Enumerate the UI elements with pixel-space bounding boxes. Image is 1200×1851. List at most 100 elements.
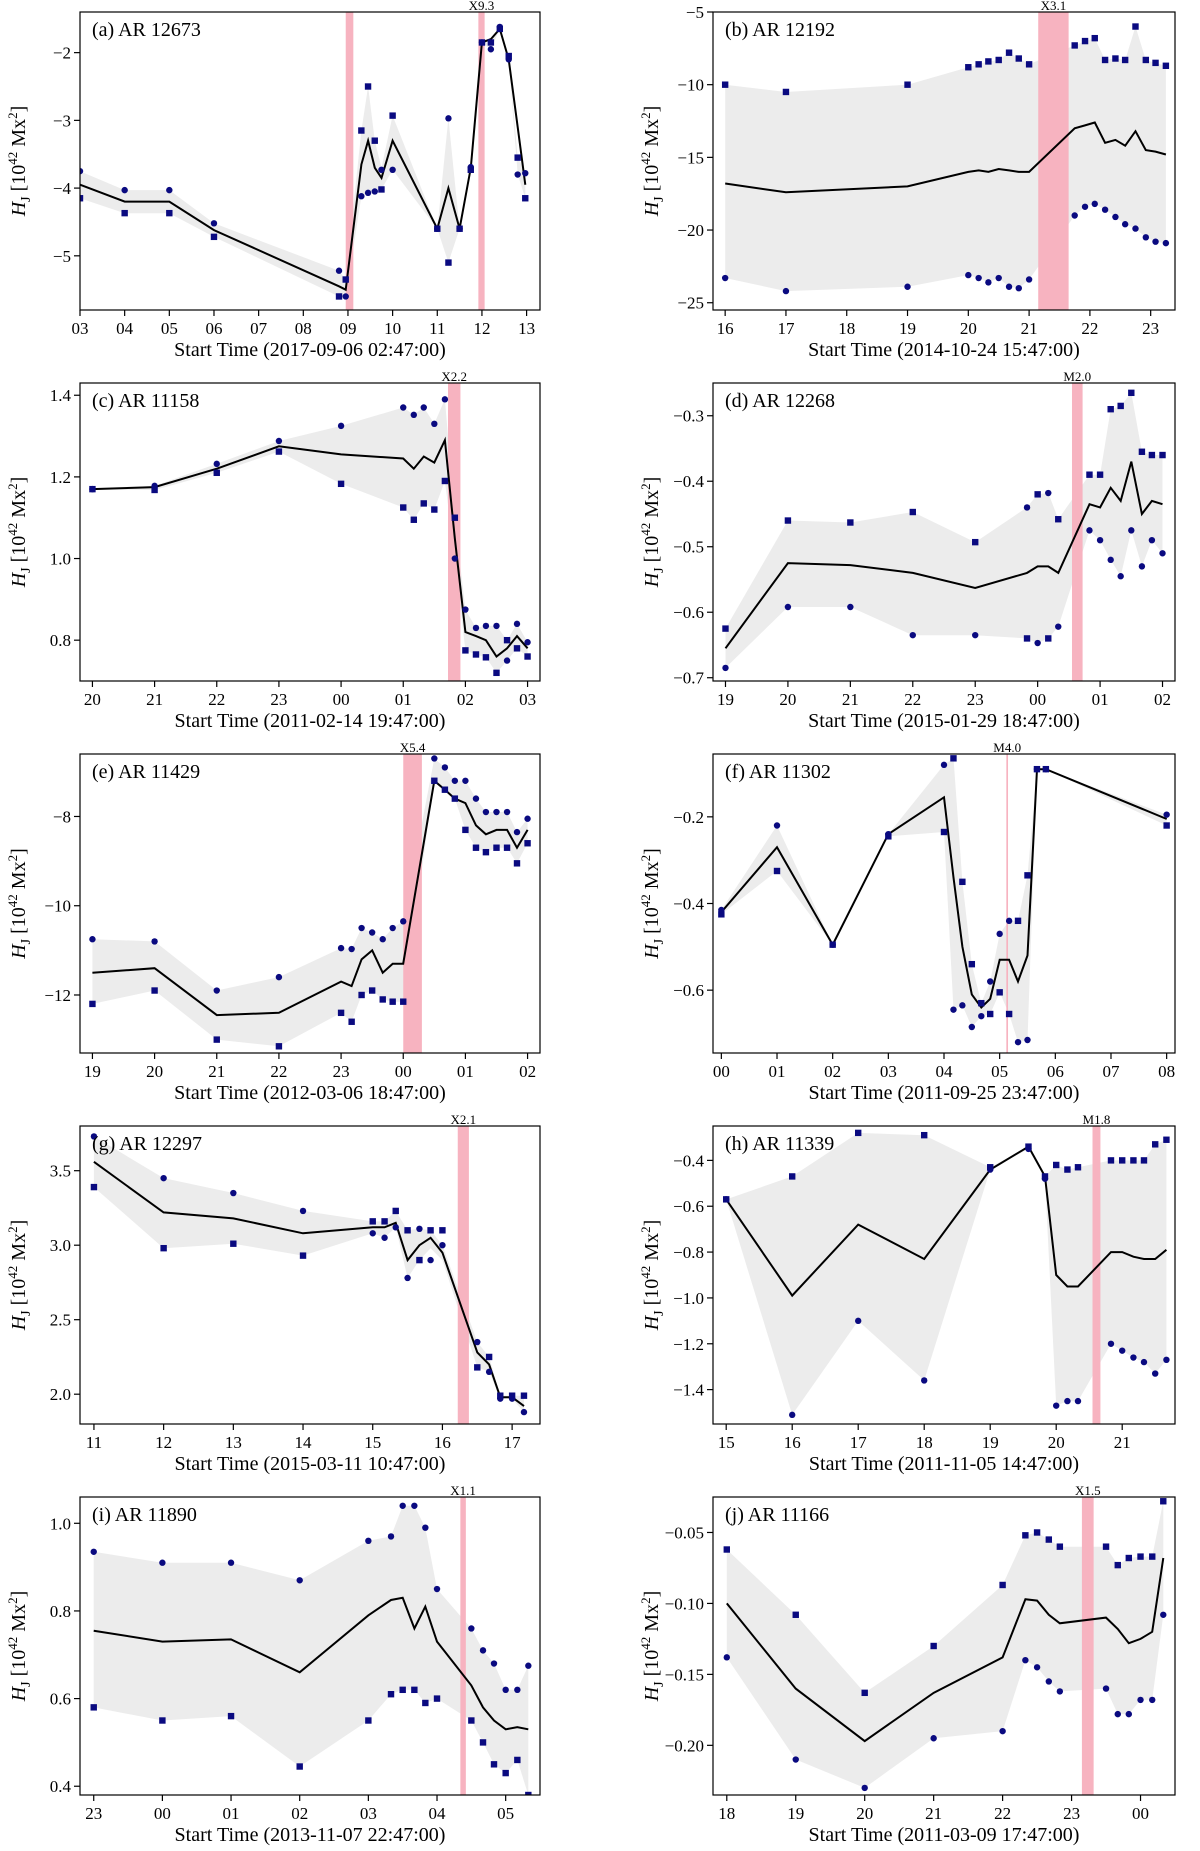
flare-label: X2.1 — [451, 1112, 477, 1127]
circle-marker — [392, 1224, 399, 1231]
circle-marker — [996, 930, 1003, 938]
y-tick-label: −0.2 — [673, 808, 704, 827]
x-tick-label: 01 — [395, 690, 412, 709]
square-marker — [885, 833, 892, 840]
circle-marker — [723, 1654, 730, 1661]
y-label-symbol: H — [8, 1685, 30, 1702]
flare-label: X1.5 — [1075, 1483, 1101, 1498]
mean-line — [93, 1160, 525, 1407]
square-marker — [861, 1689, 868, 1697]
y-label-square: 2 — [638, 112, 653, 119]
square-marker — [378, 186, 385, 193]
square-marker — [89, 1000, 96, 1008]
circle-marker — [514, 1686, 521, 1694]
square-marker — [987, 1164, 994, 1171]
square-marker — [1015, 55, 1022, 62]
square-marker — [995, 56, 1002, 64]
y-label-exponent: 42 — [5, 152, 20, 165]
y-tick-label: 0.8 — [50, 1602, 71, 1621]
square-marker — [392, 1207, 399, 1215]
square-marker — [1128, 389, 1135, 397]
x-tick-label: 22 — [994, 1804, 1011, 1823]
y-label-mx: Mx — [8, 119, 30, 152]
mean-line — [80, 26, 527, 292]
x-tick-label: 20 — [856, 1804, 873, 1823]
square-marker — [789, 1173, 796, 1180]
x-tick-label: 23 — [333, 1062, 350, 1081]
square-marker — [1101, 56, 1109, 64]
square-marker — [160, 1244, 167, 1252]
y-axis-label: HJ [1042 Mx2] — [5, 1220, 34, 1332]
square-marker — [431, 506, 438, 513]
y-tick-label: −10 — [677, 76, 704, 95]
x-tick-label: 11 — [429, 319, 445, 338]
y-tick-label: 1.2 — [50, 468, 71, 487]
circle-marker — [1138, 563, 1146, 570]
circle-marker — [921, 1377, 928, 1384]
square-marker — [335, 293, 343, 300]
panel-title: (d) AR 12268 — [725, 390, 835, 412]
x-tick-label: 01 — [1092, 690, 1109, 709]
x-tick-label: 22 — [270, 1062, 287, 1081]
circle-marker — [1086, 527, 1093, 534]
square-marker — [213, 469, 220, 477]
square-marker — [722, 625, 729, 632]
circle-marker — [1056, 1688, 1064, 1695]
square-marker — [1091, 34, 1098, 42]
flare-label: X2.2 — [441, 369, 467, 384]
y-tick-label: −0.05 — [665, 1523, 704, 1542]
y-label-square: 2 — [5, 1597, 20, 1604]
y-label-mx: Mx — [641, 490, 663, 523]
y-tick-label: 1.0 — [50, 1514, 71, 1533]
x-tick-label: 06 — [1047, 1062, 1064, 1081]
y-label-close: ] — [8, 1220, 30, 1227]
circle-marker — [1071, 212, 1078, 219]
circle-marker — [213, 987, 220, 994]
range-band — [93, 1136, 525, 1413]
flare-label: X3.1 — [1041, 0, 1067, 13]
square-marker — [1053, 1161, 1060, 1169]
y-label-symbol: H — [641, 1685, 663, 1702]
square-marker — [411, 1686, 418, 1694]
y-tick-label: −8 — [53, 807, 71, 826]
x-tick-label: 19 — [982, 1433, 999, 1452]
circle-marker — [1121, 221, 1129, 228]
square-marker — [230, 1240, 237, 1247]
circle-marker — [1102, 1685, 1110, 1692]
circle-marker — [525, 1662, 532, 1669]
circle-marker — [1117, 573, 1124, 580]
y-label-symbol: H — [641, 571, 663, 588]
square-marker — [478, 39, 486, 46]
y-label-square: 2 — [5, 112, 20, 119]
x-tick-label: 03 — [72, 319, 89, 338]
circle-marker — [474, 1338, 481, 1346]
circle-marker — [1096, 536, 1104, 544]
y-label-subscript: J — [19, 1310, 34, 1316]
square-marker — [1034, 491, 1041, 498]
circle-marker — [387, 1533, 395, 1540]
y-label-units: [10 — [641, 1650, 663, 1682]
circle-marker — [485, 1368, 493, 1376]
square-marker — [1114, 1561, 1121, 1569]
circle-marker — [524, 639, 531, 646]
circle-marker — [950, 1006, 957, 1013]
square-marker — [445, 259, 452, 266]
square-marker — [1025, 61, 1033, 68]
mean-line — [92, 436, 529, 658]
y-tick-label: −5 — [53, 247, 71, 266]
square-marker — [502, 1769, 509, 1777]
square-marker — [485, 1353, 493, 1361]
square-marker — [1152, 1141, 1159, 1148]
panel-2: 16 17 18 19 20 21 22 23 −25 −20 −15 −10 −5 X3.1 (b) AR… — [638, 0, 1176, 361]
circle-marker — [1023, 504, 1031, 511]
x-tick-label: 00 — [1132, 1804, 1149, 1823]
circle-marker — [999, 1727, 1006, 1735]
x-tick-label: 21 — [1114, 1433, 1131, 1452]
circle-marker — [151, 938, 158, 945]
x-tick-label: 05 — [161, 319, 178, 338]
axes-frame — [712, 1496, 1176, 1796]
circle-marker — [462, 606, 469, 613]
square-marker — [462, 826, 469, 834]
plot-area — [89, 383, 531, 681]
circle-marker — [1024, 1036, 1031, 1044]
